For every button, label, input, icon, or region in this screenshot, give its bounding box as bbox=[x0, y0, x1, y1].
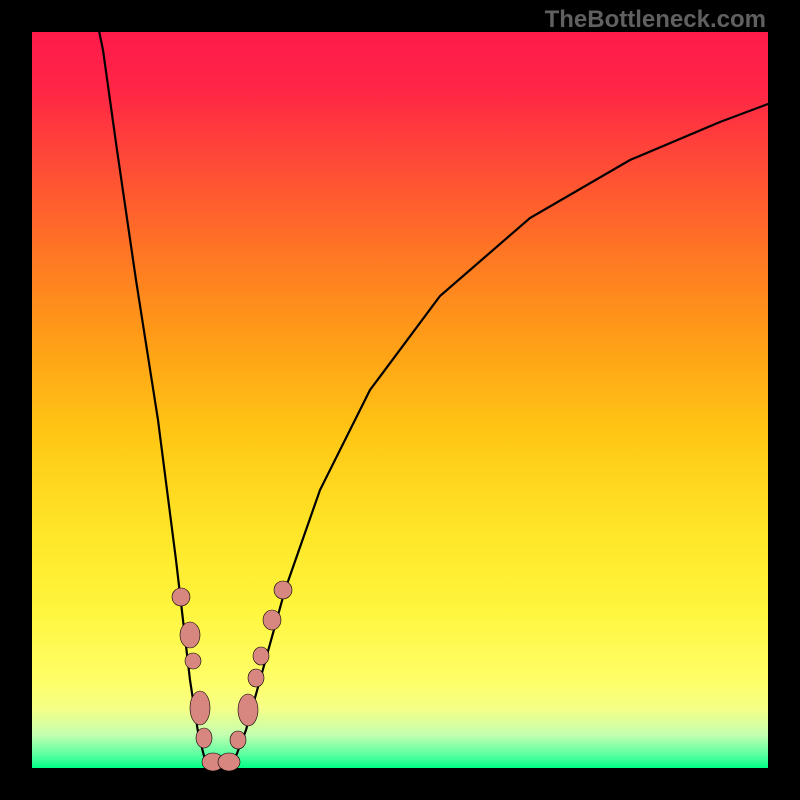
plot-gradient-panel bbox=[32, 32, 768, 768]
chart-stage: TheBottleneck.com bbox=[0, 0, 800, 800]
watermark-text: TheBottleneck.com bbox=[545, 6, 766, 34]
